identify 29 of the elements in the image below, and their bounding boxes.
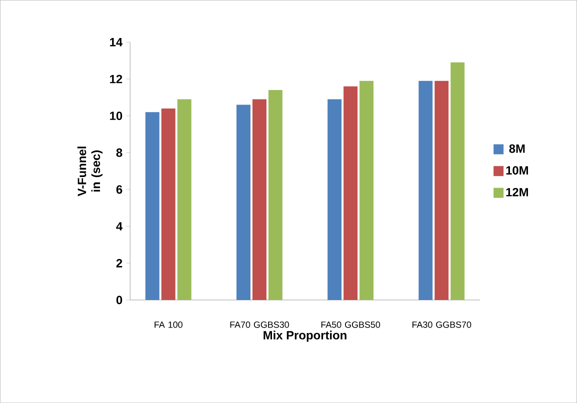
bar (328, 99, 342, 300)
x-tick-label: FA70 GGBS30 (230, 321, 289, 328)
x-axis-title: Mix Proportion (264, 330, 346, 342)
legend-label: 12M (506, 188, 528, 196)
bar (145, 112, 160, 300)
x-tick-label: FA30 GGBS70 (412, 321, 472, 328)
bar (177, 99, 192, 300)
y-axis-title: V-Funnel in (sec) (77, 146, 102, 196)
legend-label: 8M (509, 144, 525, 153)
bar (434, 80, 449, 300)
y-tick-label: 0 (116, 296, 122, 304)
bar (418, 80, 433, 300)
y-tick-label: 6 (116, 185, 122, 194)
bar (360, 80, 374, 300)
bar (450, 62, 465, 300)
y-tick-label: 10 (110, 112, 122, 120)
y-tick-label: 2 (116, 258, 122, 268)
bar (344, 86, 358, 300)
y-tick-label: 14 (110, 38, 123, 46)
bar (268, 90, 282, 300)
y-tick-label: 4 (116, 222, 123, 230)
bar (236, 104, 250, 300)
bar (252, 99, 266, 300)
x-tick-label: FA50 GGBS50 (321, 321, 380, 328)
legend-label: 10M (506, 166, 528, 175)
y-tick-label: 12 (110, 74, 122, 84)
x-tick-label: FA 100 (154, 321, 182, 328)
bar (161, 108, 176, 300)
y-tick-label: 8 (116, 148, 122, 157)
